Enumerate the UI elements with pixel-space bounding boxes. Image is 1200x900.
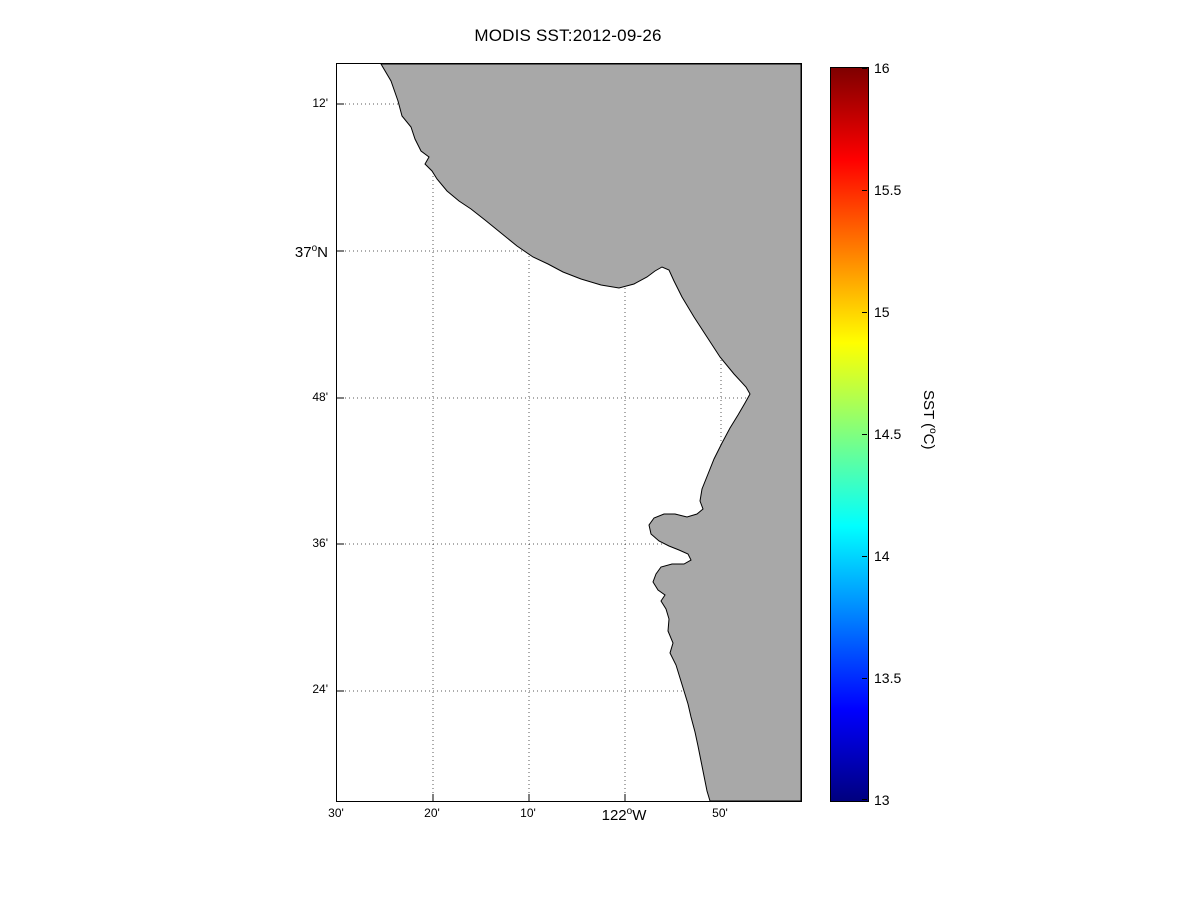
xtick-label-50: 50' <box>712 806 728 820</box>
xtick-label-10: 10' <box>520 806 536 820</box>
ytick-37N-number: 37 <box>294 244 312 261</box>
xtick-label-20: 20' <box>424 806 440 820</box>
ytick-label-36-36: 36' <box>312 536 328 550</box>
map-svg <box>337 64 801 801</box>
degree-superscript: o <box>311 243 318 254</box>
colorbar-label-prefix: SST ( <box>920 390 937 429</box>
colorbar-tick-15-5: 15.5 <box>874 182 902 198</box>
ytick-label-36-24: 24' <box>312 682 328 696</box>
ytick-37N-hemisphere: N <box>317 244 328 261</box>
colorbar-tick-mark <box>862 434 867 435</box>
colorbar-tick-15: 15 <box>874 304 890 320</box>
xtick-label-122W: 122oW <box>584 806 664 824</box>
colorbar-tick-16: 16 <box>874 60 890 76</box>
ytick-label-37N: 37oN <box>236 243 328 261</box>
land-polygon <box>380 64 801 801</box>
ytick-label-36-48: 48' <box>312 390 328 404</box>
xtick-label-30: 30' <box>328 806 344 820</box>
colorbar-tick-mark <box>862 68 867 69</box>
colorbar-tick-13: 13 <box>874 792 890 808</box>
colorbar-tick-13-5: 13.5 <box>874 670 902 686</box>
colorbar-tick-mark <box>862 556 867 557</box>
colorbar-axis-label: SST (oC) <box>920 390 938 449</box>
colorbar-label-suffix: C) <box>920 433 937 450</box>
xtick-122W-hemisphere: W <box>632 807 647 824</box>
xtick-122W-number: 122 <box>601 807 627 824</box>
colorbar-tick-mark <box>862 312 867 313</box>
colorbar-tick-mark <box>862 678 867 679</box>
colorbar-tick-mark <box>862 799 867 800</box>
degree-superscript: o <box>626 806 633 817</box>
map-plot <box>336 63 802 802</box>
plot-title: MODIS SST:2012-09-26 <box>474 26 662 45</box>
ytick-label-37-12: 12' <box>312 96 328 110</box>
colorbar-tick-mark <box>862 190 867 191</box>
colorbar-tick-14: 14 <box>874 548 890 564</box>
colorbar-tick-14-5: 14.5 <box>874 426 902 442</box>
